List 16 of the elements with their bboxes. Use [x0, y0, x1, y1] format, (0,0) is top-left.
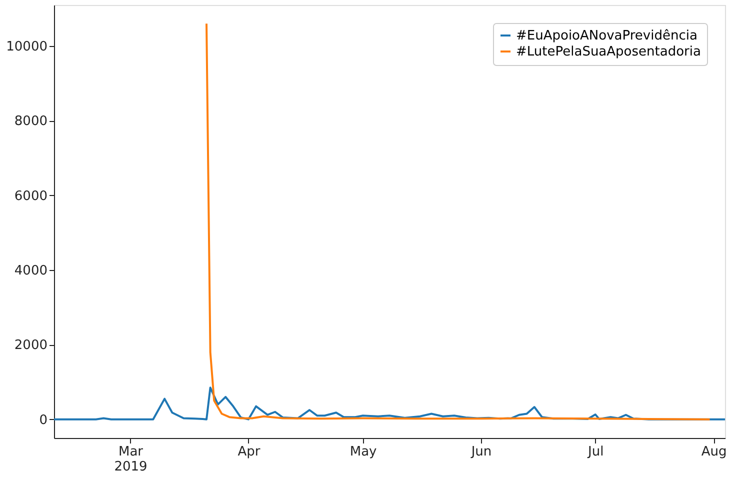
y-tick-label: 0: [39, 412, 48, 428]
x-tick-label: Aug: [701, 444, 727, 460]
y-tick-label: 10000: [6, 40, 48, 55]
y-tick-label: 4000: [14, 264, 48, 279]
legend-label: #LutePelaSuaAposentadoria: [516, 44, 701, 60]
x-tick-label: Mar 2019: [114, 444, 148, 474]
legend-label: #EuApoioANovaPrevidência: [516, 28, 698, 44]
x-tick-label: Jul: [587, 444, 604, 460]
line-series: [206, 22, 711, 420]
line-series: [54, 386, 725, 420]
y-tick-label: 6000: [14, 188, 48, 204]
x-tick-label: Jun: [470, 444, 492, 460]
x-tick-label: May: [350, 444, 378, 460]
x-tick-label: Apr: [238, 444, 261, 460]
y-tick-label: 2000: [14, 338, 48, 354]
y-tick-label: 8000: [14, 114, 48, 130]
